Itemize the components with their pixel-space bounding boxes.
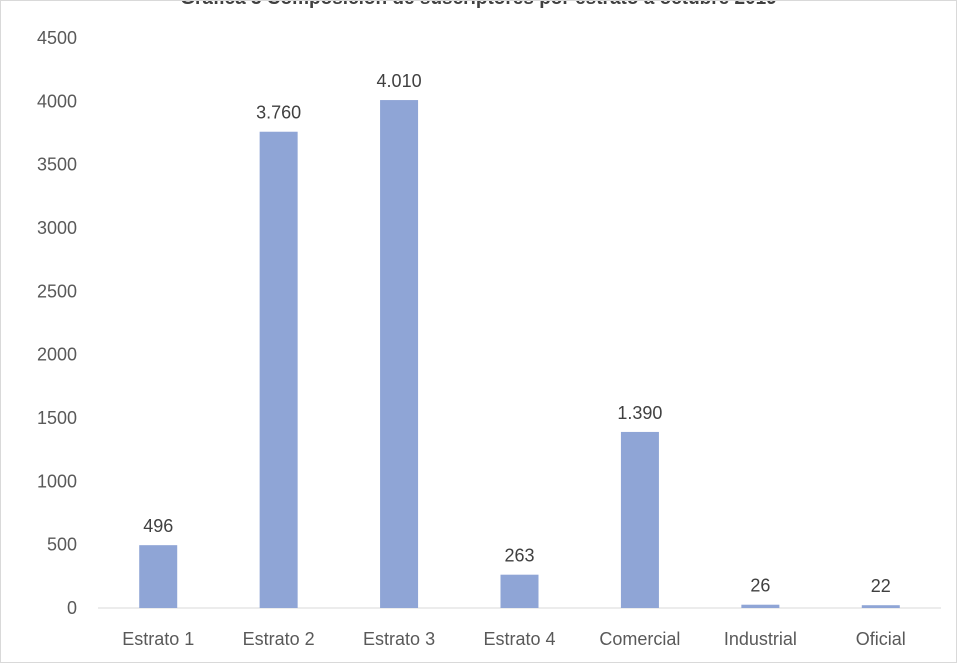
y-tick-label: 3500 xyxy=(37,155,77,175)
y-tick-label: 4500 xyxy=(37,28,77,48)
y-tick-label: 1500 xyxy=(37,408,77,428)
y-tick-label: 3000 xyxy=(37,218,77,238)
y-tick-label: 1000 xyxy=(37,471,77,491)
x-tick-label: Estrato 2 xyxy=(243,629,315,649)
bar xyxy=(259,131,298,608)
data-label: 26 xyxy=(750,576,770,596)
y-tick-label: 2500 xyxy=(37,281,77,301)
data-label: 3.760 xyxy=(256,103,301,123)
x-tick-label: Comercial xyxy=(599,629,680,649)
x-tick-label: Industrial xyxy=(724,629,797,649)
data-label: 263 xyxy=(504,546,534,566)
bar xyxy=(620,431,659,608)
x-tick-label: Estrato 3 xyxy=(363,629,435,649)
bar xyxy=(741,604,780,608)
bar xyxy=(500,574,539,608)
x-tick-label: Estrato 1 xyxy=(122,629,194,649)
y-tick-label: 4000 xyxy=(37,91,77,111)
y-tick-label: 2000 xyxy=(37,345,77,365)
y-tick-label: 500 xyxy=(47,535,77,555)
data-label: 4.010 xyxy=(377,71,422,91)
data-label: 1.390 xyxy=(617,403,662,423)
data-label: 22 xyxy=(871,576,891,596)
bar xyxy=(861,605,900,608)
y-tick-label: 0 xyxy=(67,598,77,618)
bar xyxy=(139,545,178,608)
data-label: 496 xyxy=(143,516,173,536)
chart-title: Gráfica 3 Composición de suscriptores po… xyxy=(1,1,956,10)
x-tick-label: Estrato 4 xyxy=(483,629,555,649)
bar xyxy=(380,100,419,609)
x-tick-label: Oficial xyxy=(856,629,906,649)
